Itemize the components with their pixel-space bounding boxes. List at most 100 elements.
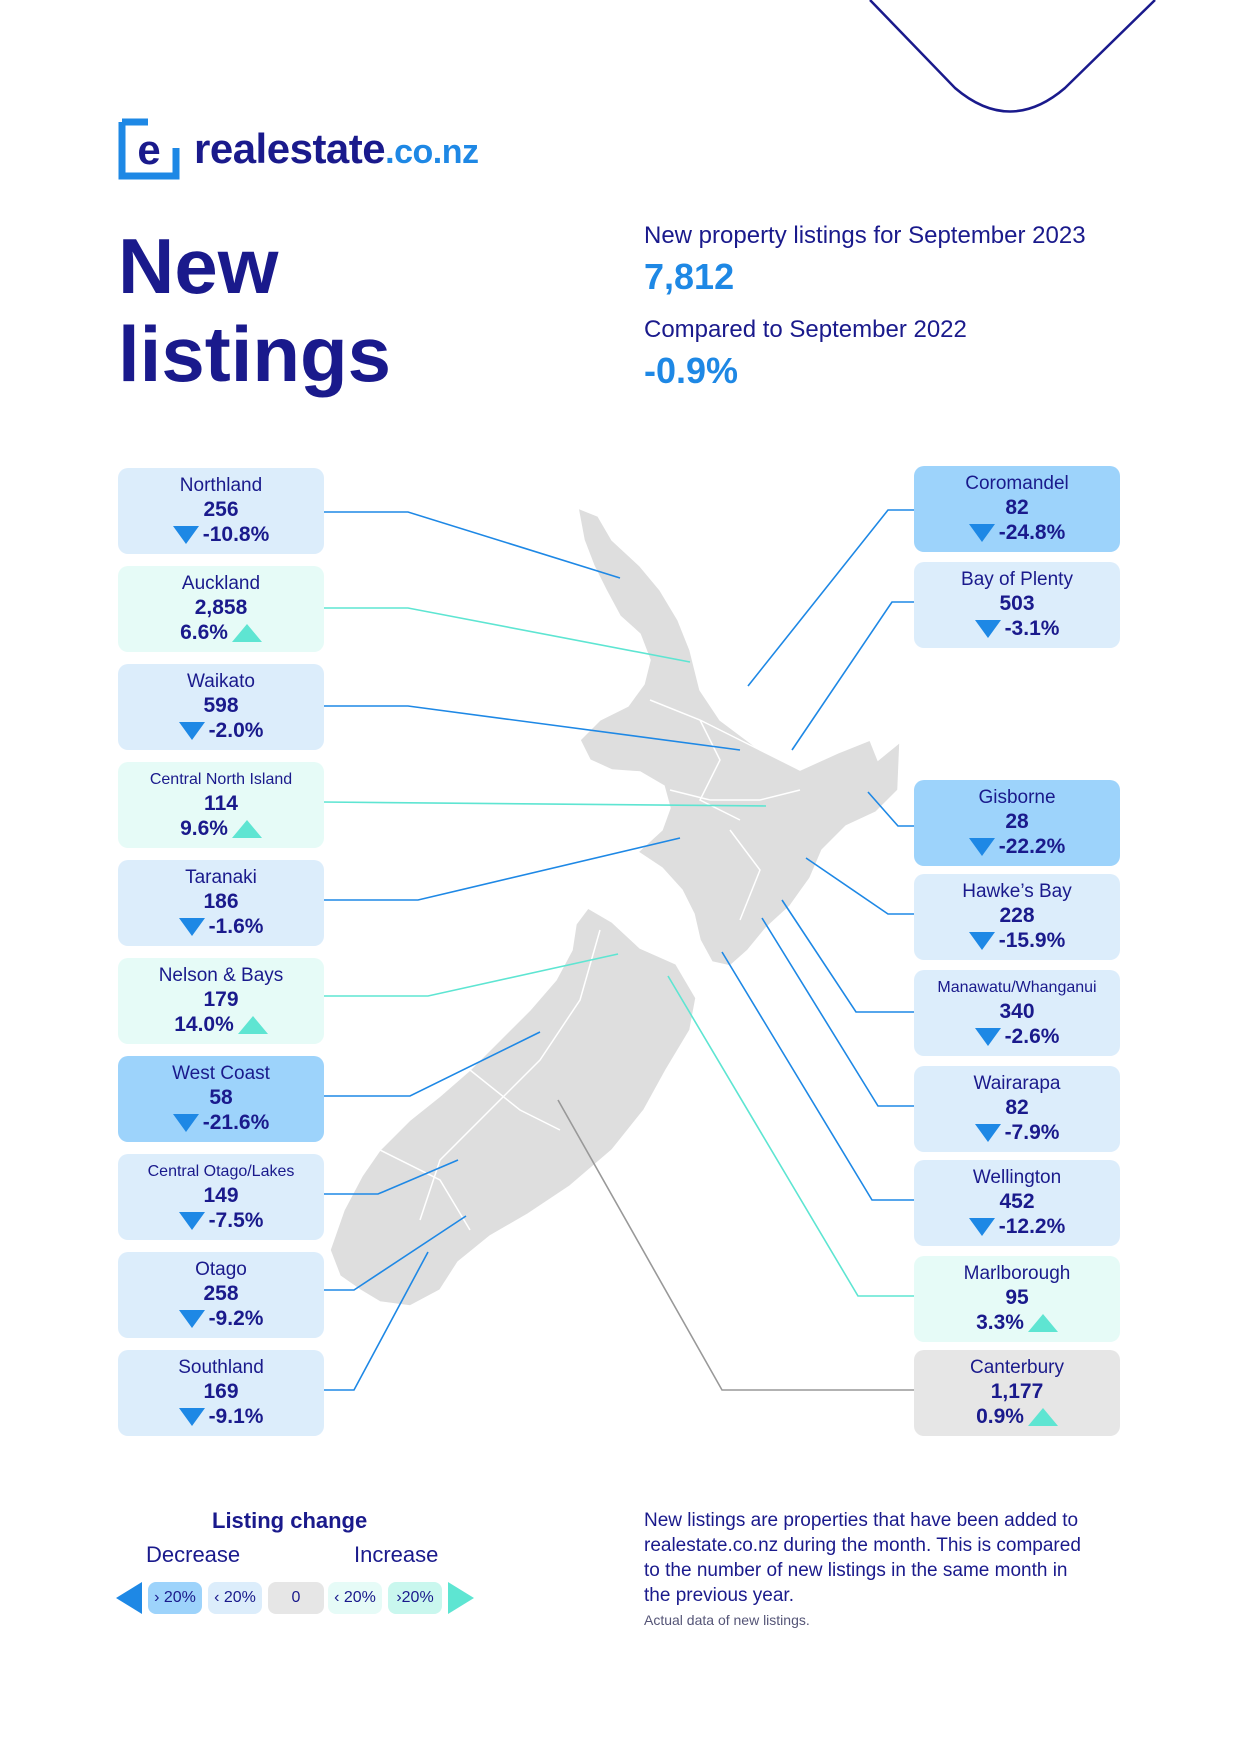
- region-change-value: -10.8%: [202, 523, 270, 546]
- decrease-arrow-icon: [974, 620, 1001, 638]
- region-card-taranaki[interactable]: Taranaki 186 -1.6%: [118, 860, 324, 946]
- region-name: Coromandel: [965, 473, 1069, 494]
- region-change-value: -7.9%: [1004, 1121, 1060, 1144]
- region-change: -21.6%: [118, 1110, 324, 1136]
- region-change-value: -12.2%: [998, 1215, 1066, 1238]
- region-card-nelson-bays[interactable]: Nelson & Bays 179 14.0%: [118, 958, 324, 1044]
- region-card-central-otago-lakes[interactable]: Central Otago/Lakes 149 -7.5%: [118, 1154, 324, 1240]
- region-card-wairarapa[interactable]: Wairarapa 82 -7.9%: [914, 1066, 1120, 1152]
- brand-logo[interactable]: e realestate.co.nz: [118, 118, 479, 180]
- region-count: 1,177: [990, 1380, 1044, 1403]
- region-change: -10.8%: [118, 522, 324, 548]
- region-card-waikato[interactable]: Waikato 598 -2.0%: [118, 664, 324, 750]
- leader-hawkes-bay: [805, 857, 914, 915]
- region-card-coromandel[interactable]: Coromandel 82 -24.8%: [914, 466, 1120, 552]
- region-card-northland[interactable]: Northland 256 -10.8%: [118, 468, 324, 554]
- decrease-arrow-icon: [172, 1114, 199, 1132]
- region-change-value: -24.8%: [998, 521, 1066, 544]
- region-count: 58: [209, 1086, 233, 1109]
- decrease-left-arrow-icon: [116, 1582, 142, 1614]
- legend-pill-increase-under-20: ‹ 20%: [328, 1582, 382, 1614]
- region-change-value: -15.9%: [998, 929, 1066, 952]
- region-card-otago[interactable]: Otago 258 -9.2%: [118, 1252, 324, 1338]
- legend-pill-decrease-over-20: › 20%: [148, 1582, 202, 1614]
- region-change-value: -2.6%: [1004, 1025, 1060, 1048]
- region-name: West Coast: [172, 1063, 270, 1084]
- legend-pill-decrease-under-20: ‹ 20%: [208, 1582, 262, 1614]
- region-name: Waikato: [187, 671, 255, 692]
- region-name: Wellington: [972, 1167, 1062, 1188]
- region-count: 258: [203, 1282, 239, 1305]
- region-change: -15.9%: [914, 928, 1120, 954]
- leader-canterbury: [557, 1099, 914, 1391]
- region-change-value: -7.5%: [208, 1209, 264, 1232]
- region-card-manawatu-whanganui[interactable]: Manawatu/Whanganui 340 -2.6%: [914, 970, 1120, 1056]
- region-change: 9.6%: [118, 816, 324, 842]
- region-name: Bay of Plenty: [961, 569, 1073, 590]
- region-change-value: 0.9%: [976, 1405, 1024, 1428]
- logo-mark-icon: e: [118, 118, 180, 180]
- region-name: Otago: [195, 1259, 247, 1280]
- increase-arrow-icon: [237, 1016, 268, 1034]
- region-card-west-coast[interactable]: West Coast 58 -21.6%: [118, 1056, 324, 1142]
- region-card-hawkes-bay[interactable]: Hawke’s Bay 228 -15.9%: [914, 874, 1120, 960]
- region-name: Auckland: [181, 573, 261, 594]
- decrease-arrow-icon: [968, 1218, 995, 1236]
- region-card-canterbury[interactable]: Canterbury 1,177 0.9%: [914, 1350, 1120, 1436]
- leader-wellington: [721, 951, 914, 1201]
- decrease-arrow-icon: [974, 1124, 1001, 1142]
- region-change: -2.0%: [118, 718, 324, 744]
- region-count: 179: [203, 988, 239, 1011]
- region-change-value: -2.0%: [208, 719, 264, 742]
- leader-otago: [322, 1215, 467, 1291]
- decrease-arrow-icon: [178, 1212, 205, 1230]
- leader-central-otago: [322, 1159, 459, 1195]
- decrease-arrow-icon: [178, 722, 205, 740]
- decrease-arrow-icon: [974, 1028, 1001, 1046]
- decrease-arrow-icon: [172, 526, 199, 544]
- region-change-value: 9.6%: [180, 817, 228, 840]
- region-name: Manawatu/Whanganui: [937, 979, 1097, 996]
- decrease-arrow-icon: [178, 1408, 205, 1426]
- region-card-wellington[interactable]: Wellington 452 -12.2%: [914, 1160, 1120, 1246]
- leader-nelson: [322, 953, 619, 997]
- region-card-southland[interactable]: Southland 169 -9.1%: [118, 1350, 324, 1436]
- footnote-small: Actual data of new listings.: [644, 1612, 810, 1628]
- decrease-arrow-icon: [178, 1310, 205, 1328]
- region-name: Hawke’s Bay: [962, 881, 1072, 902]
- compare-label: Compared to September 2022: [644, 316, 967, 343]
- increase-arrow-icon: [1027, 1314, 1058, 1332]
- region-change: -3.1%: [914, 616, 1120, 642]
- region-count: 82: [1005, 496, 1029, 519]
- region-change-value: -9.2%: [208, 1307, 264, 1330]
- region-card-marlborough[interactable]: Marlborough 95 3.3%: [914, 1256, 1120, 1342]
- region-change-value: 3.3%: [976, 1311, 1024, 1334]
- region-name: Marlborough: [963, 1263, 1071, 1284]
- logo-tld: .co.nz: [385, 133, 479, 171]
- region-change-value: 14.0%: [174, 1013, 234, 1036]
- region-card-bay-of-plenty[interactable]: Bay of Plenty 503 -3.1%: [914, 562, 1120, 648]
- corner-arc-decoration: [869, 0, 1156, 113]
- increase-right-arrow-icon: [448, 1582, 474, 1614]
- south-island-shape: [329, 907, 697, 1307]
- increase-arrow-icon: [231, 820, 262, 838]
- region-change: -9.2%: [118, 1306, 324, 1332]
- region-card-gisborne[interactable]: Gisborne 28 -22.2%: [914, 780, 1120, 866]
- increase-arrow-icon: [1027, 1408, 1058, 1426]
- logo-wordmark: realestate.co.nz: [194, 125, 479, 173]
- leader-northland: [322, 511, 621, 579]
- region-count: 82: [1005, 1096, 1029, 1119]
- region-card-central-north-island[interactable]: Central North Island 114 9.6%: [118, 762, 324, 848]
- region-count: 186: [203, 890, 239, 913]
- region-count: 503: [999, 592, 1035, 615]
- region-name: Northland: [179, 475, 263, 496]
- region-card-auckland[interactable]: Auckland 2,858 6.6%: [118, 566, 324, 652]
- region-count: 169: [203, 1380, 239, 1403]
- region-count: 95: [1005, 1286, 1029, 1309]
- legend-pill-increase-over-20: ›20%: [388, 1582, 442, 1614]
- page-title: New listings: [118, 222, 478, 398]
- leader-lines: [321, 509, 914, 1391]
- leader-west-coast: [322, 1031, 541, 1097]
- svg-text:e: e: [137, 126, 160, 173]
